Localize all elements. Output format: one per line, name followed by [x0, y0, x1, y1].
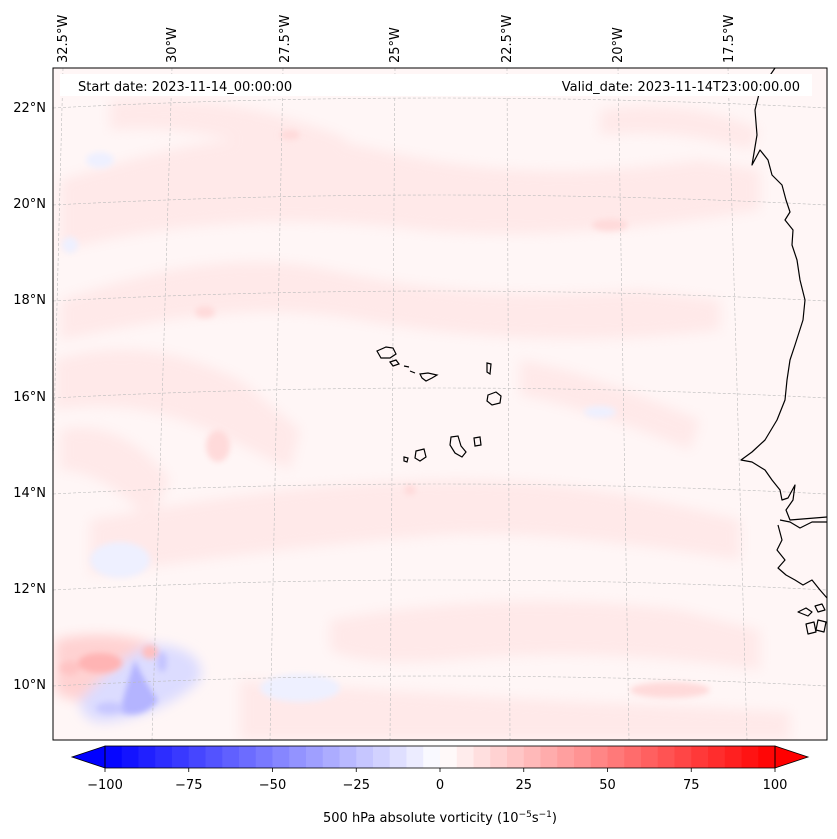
colorbar-ticks — [104, 768, 776, 772]
colorbar-tick-label: 50 — [599, 778, 616, 793]
map-frame — [52, 67, 828, 741]
lon-label: 20°W — [611, 27, 626, 63]
colorbar-cell — [339, 746, 357, 768]
colorbar-cell — [306, 746, 324, 768]
colorbar-cell — [188, 746, 206, 768]
colorbar-high-extend — [774, 745, 810, 769]
colorbar-tick-label: 75 — [683, 778, 700, 793]
colorbar-cell — [657, 746, 675, 768]
island-santa-luzia — [403, 365, 410, 368]
lat-label: 16°N — [13, 390, 46, 405]
colorbar-tick-label: −50 — [259, 778, 286, 793]
lat-label: 18°N — [13, 293, 46, 308]
colorbar-cell — [507, 746, 525, 768]
lower-left-vorticity-cluster — [55, 634, 201, 723]
island-santiago — [449, 435, 467, 458]
colorbar-cell — [389, 746, 407, 768]
map-panel: Start date: 2023-11-14_00:00:00 Valid_da… — [53, 68, 827, 740]
lat-label: 10°N — [13, 678, 46, 693]
colorbar-cell — [172, 746, 190, 768]
colorbar-cell — [105, 746, 123, 768]
colorbar-tick-label: 100 — [763, 778, 788, 793]
colorbar-cell — [373, 746, 391, 768]
colorbar-cell — [239, 746, 257, 768]
colorbar-cell — [724, 746, 742, 768]
cape-verde-islands — [376, 346, 502, 463]
lat-label: 12°N — [13, 582, 46, 597]
colorbar-cell — [758, 746, 776, 768]
colorbar-cell — [741, 746, 759, 768]
start-date-label: Start date: 2023-11-14_00:00:00 — [78, 80, 292, 95]
lon-label: 30°W — [165, 27, 180, 63]
negative-vorticity-patches — [62, 152, 616, 702]
colorbar-cell — [356, 746, 374, 768]
colorbar-cell — [674, 746, 692, 768]
colorbar-tick-labels: −100 −75 −50 −25 0 25 50 75 100 — [87, 778, 787, 793]
colorbar-cell — [473, 746, 491, 768]
colorbar-cell — [406, 746, 424, 768]
colorbar-tick-label: 25 — [515, 778, 532, 793]
gambia-estuary — [779, 519, 827, 529]
latitude-labels: 22°N 20°N 18°N 16°N 14°N 12°N 10°N — [13, 101, 46, 693]
colorbar: −100 −75 −50 −25 0 25 50 75 100 500 hPa … — [70, 745, 810, 826]
colorbar-tick-label: −25 — [343, 778, 370, 793]
graticule-lines — [53, 68, 827, 740]
colorbar-cell — [222, 746, 240, 768]
colorbar-cell — [490, 746, 508, 768]
longitude-labels: 32.5°W 30°W 27.5°W 25°W 22.5°W 20°W 17.5… — [56, 15, 737, 63]
colorbar-cell — [322, 746, 340, 768]
lat-label: 22°N — [13, 101, 46, 116]
colorbar-cell — [205, 746, 223, 768]
colorbar-cell — [440, 746, 458, 768]
colorbar-tick-label: 0 — [436, 778, 444, 793]
colorbar-title: 500 hPa absolute vorticity (10−5s−1) — [323, 810, 557, 826]
lon-label: 22.5°W — [500, 15, 515, 63]
lon-label: 27.5°W — [278, 15, 293, 63]
bijagos-islands — [797, 603, 827, 635]
lat-label: 14°N — [13, 486, 46, 501]
island-santo-antao — [376, 346, 397, 359]
colorbar-cell — [624, 746, 642, 768]
colorbar-cell — [523, 746, 541, 768]
colorbar-cell — [557, 746, 575, 768]
island-maio — [473, 436, 482, 447]
colorbar-cell — [121, 746, 139, 768]
island-sal — [486, 362, 492, 376]
colorbar-cell — [155, 746, 173, 768]
header-box — [60, 74, 812, 96]
west-africa-coastline — [740, 68, 827, 635]
colorbar-cell — [255, 746, 273, 768]
colorbar-cell — [138, 746, 156, 768]
colorbar-cell — [691, 746, 709, 768]
colorbar-cell — [574, 746, 592, 768]
colorbar-cell — [423, 746, 441, 768]
valid-date-label: Valid_date: 2023-11-14T23:00:00.00 — [562, 80, 800, 95]
positive-vorticity-bands — [55, 99, 790, 740]
colorbar-cell — [540, 746, 558, 768]
positive-vorticity-patches — [195, 130, 710, 698]
colorbar-cell — [272, 746, 290, 768]
colorbar-cell — [289, 746, 307, 768]
colorbar-cell — [607, 746, 625, 768]
lon-label: 32.5°W — [56, 15, 71, 63]
lon-label: 17.5°W — [722, 15, 737, 63]
colorbar-low-extend — [70, 745, 106, 769]
island-fogo — [414, 448, 427, 462]
island-boa-vista — [486, 391, 502, 406]
island-sao-nicolau — [409, 370, 439, 382]
colorbar-cells — [105, 746, 776, 768]
colorbar-tick-label: −100 — [87, 778, 123, 793]
lat-label: 20°N — [13, 197, 46, 212]
colorbar-cell — [456, 746, 474, 768]
colorbar-tick-label: −75 — [175, 778, 202, 793]
island-sao-vicente — [389, 359, 400, 367]
lon-label: 25°W — [388, 27, 403, 63]
guinea-bissau-coast — [776, 524, 827, 599]
colorbar-cell — [590, 746, 608, 768]
colorbar-cell — [641, 746, 659, 768]
colorbar-cell — [708, 746, 726, 768]
mainland-coast — [740, 68, 827, 521]
island-brava — [403, 456, 409, 463]
